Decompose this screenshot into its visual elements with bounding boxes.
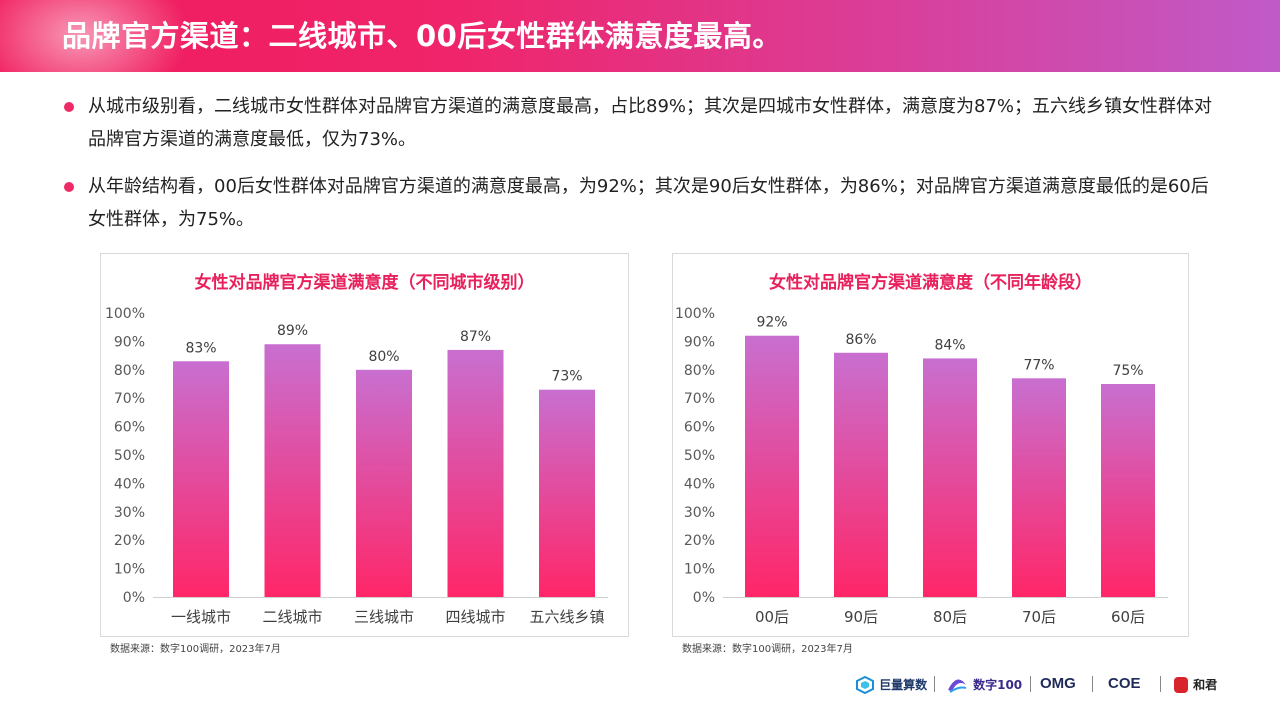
data-label: 77% <box>1023 357 1054 373</box>
x-tick-label: 四线城市 <box>445 608 505 626</box>
footer-logos: 巨量算数 数字100 OMG COE 和君 <box>850 672 1230 696</box>
bar-chart-city: 女性对品牌官方渠道满意度（不同城市级别） 0% 10% 20% 30% 40% 50% 60%… <box>105 272 608 626</box>
y-tick-label: 40% <box>684 476 715 492</box>
y-tick-label: 70% <box>684 391 715 407</box>
x-tick-label: 三线城市 <box>354 608 414 626</box>
logo-divider <box>1160 676 1161 692</box>
banner-glow <box>0 0 190 72</box>
bullet-text: 从城市级别看，二线城市女性群体对品牌官方渠道的满意度最高，占比89%；其次是四城… <box>88 96 1213 150</box>
data-label: 83% <box>185 340 216 356</box>
x-tick-label: 60后 <box>1111 608 1145 626</box>
bar <box>1101 384 1155 597</box>
chart-title: 女性对品牌官方渠道满意度（不同年龄段） <box>769 272 1092 293</box>
omg-logo: OMG <box>1040 675 1076 692</box>
logo-divider <box>934 676 935 692</box>
logo-divider <box>1030 676 1031 692</box>
bullet-text: 从年龄结构看，00后女性群体对品牌官方渠道的满意度最高，为92%；其次是90后女… <box>88 176 1209 230</box>
y-tick-label: 20% <box>684 533 715 549</box>
x-tick-label: 一线城市 <box>171 608 231 626</box>
coe-logo: COE <box>1108 675 1141 692</box>
x-tick-label: 二线城市 <box>262 608 322 626</box>
y-tick-label: 70% <box>114 391 145 407</box>
y-tick-label: 40% <box>114 476 145 492</box>
chart-title: 女性对品牌官方渠道满意度（不同城市级别） <box>195 272 535 293</box>
hejun-text: 和君 <box>1193 678 1218 692</box>
bar <box>1012 378 1066 597</box>
logo-divider <box>1092 676 1093 692</box>
x-tick-label: 00后 <box>755 608 789 626</box>
y-tick-label: 50% <box>114 448 145 464</box>
bullet-dot-icon <box>64 102 74 112</box>
shuzi100-icon <box>948 679 967 693</box>
bar <box>745 335 799 597</box>
y-tick-label: 80% <box>684 363 715 379</box>
data-label: 92% <box>756 315 787 331</box>
ocean-engine-logo: 巨量算数 <box>856 672 927 696</box>
bar <box>539 389 595 597</box>
data-label: 84% <box>934 337 965 353</box>
y-tick-label: 90% <box>684 334 715 350</box>
hejun-seal-icon <box>1174 676 1188 693</box>
bar-chart-age: 女性对品牌官方渠道满意度（不同年龄段） 0% 10% 20% 30% 40% 50% 60% 7… <box>675 272 1168 626</box>
data-label: 75% <box>1112 363 1143 379</box>
header-banner: 品牌官方渠道：二线城市、00后女性群体满意度最高。 <box>0 0 1280 72</box>
y-tick-label: 80% <box>114 363 145 379</box>
y-tick-label: 60% <box>684 420 715 436</box>
chart-panel-age: 女性对品牌官方渠道满意度（不同年龄段） 0% 10% 20% 30% 40% 50% 60% 7… <box>672 253 1189 637</box>
y-tick-label: 100% <box>105 306 145 322</box>
bullet-dot-icon <box>64 182 74 192</box>
bar <box>923 358 977 597</box>
ocean-engine-icon <box>856 675 874 694</box>
y-tick-label: 30% <box>684 505 715 521</box>
chart-source-city: 数据来源：数字100调研，2023年7月 <box>110 644 281 655</box>
data-label: 73% <box>551 369 582 385</box>
y-tick-label: 0% <box>693 590 715 606</box>
x-tick-label: 70后 <box>1022 608 1056 626</box>
hejun-logo: 和君 <box>1174 672 1217 696</box>
y-tick-label: 50% <box>684 448 715 464</box>
y-tick-label: 60% <box>114 420 145 436</box>
ocean-engine-text: 巨量算数 <box>879 678 928 692</box>
data-label: 86% <box>845 332 876 348</box>
data-label: 87% <box>460 329 491 345</box>
y-tick-label: 30% <box>114 505 145 521</box>
bar <box>173 361 229 597</box>
y-tick-label: 100% <box>675 306 715 322</box>
chart-panel-city: 女性对品牌官方渠道满意度（不同城市级别） 0% 10% 20% 30% 40% 50% 60%… <box>100 253 629 637</box>
shuzi100-logo: 数字100 <box>946 672 1022 696</box>
shuzi100-text: 数字100 <box>973 678 1023 692</box>
bar <box>447 349 504 597</box>
bar <box>834 352 888 597</box>
chart-source-age: 数据来源：数字100调研，2023年7月 <box>682 644 853 655</box>
page-title: 品牌官方渠道：二线城市、00后女性群体满意度最高。 <box>62 19 782 53</box>
x-tick-label: 五六线乡镇 <box>529 608 604 626</box>
bar <box>356 369 412 597</box>
bullet-item: 从年龄结构看，00后女性群体对品牌官方渠道的满意度最高，为92%；其次是90后女… <box>64 170 1214 236</box>
y-tick-label: 0% <box>123 590 145 606</box>
y-tick-label: 20% <box>114 533 145 549</box>
y-tick-label: 10% <box>684 562 715 578</box>
data-label: 80% <box>368 349 399 365</box>
bar <box>264 344 321 597</box>
y-tick-label: 90% <box>114 334 145 350</box>
bullet-item: 从城市级别看，二线城市女性群体对品牌官方渠道的满意度最高，占比89%；其次是四城… <box>64 90 1214 156</box>
x-tick-label: 90后 <box>844 608 878 626</box>
y-tick-label: 10% <box>114 562 145 578</box>
x-tick-label: 80后 <box>933 608 967 626</box>
data-label: 89% <box>277 323 308 339</box>
